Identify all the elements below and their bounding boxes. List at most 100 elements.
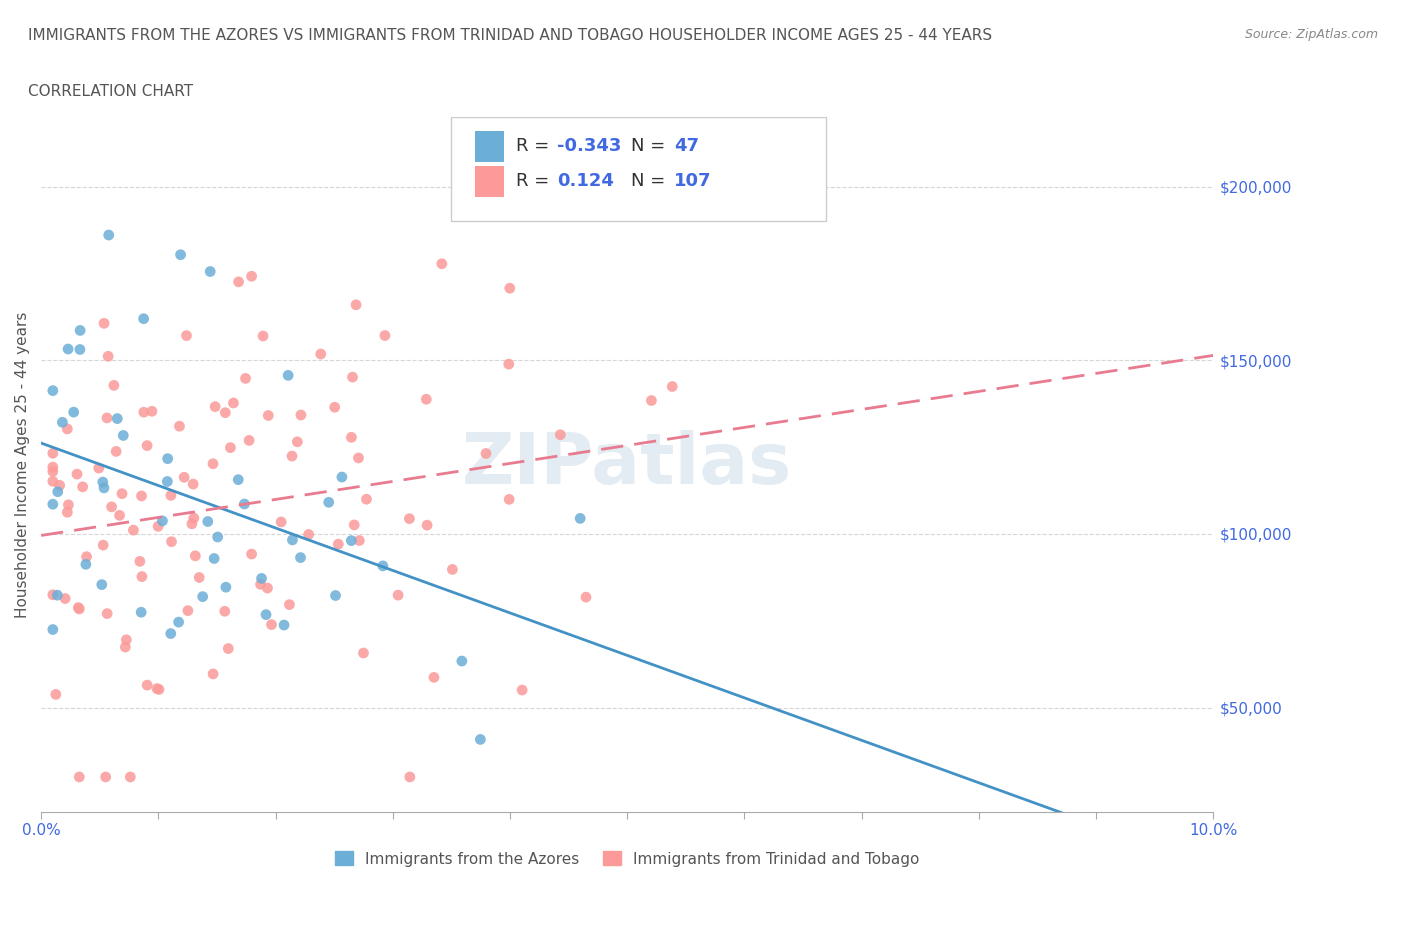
Point xyxy=(250,571,273,586)
Point xyxy=(156,451,179,466)
Point xyxy=(254,607,277,622)
Point xyxy=(290,407,312,422)
Point xyxy=(298,527,321,542)
Point xyxy=(240,547,263,562)
Point xyxy=(430,257,453,272)
Point xyxy=(470,732,492,747)
Point xyxy=(498,357,520,372)
Point xyxy=(661,379,683,394)
Point xyxy=(201,457,224,472)
Point xyxy=(214,405,236,420)
Point xyxy=(510,683,533,698)
Point xyxy=(207,529,229,544)
Point xyxy=(416,518,439,533)
Point xyxy=(226,472,249,487)
Text: 47: 47 xyxy=(673,138,699,155)
Point xyxy=(499,281,522,296)
Point xyxy=(215,579,238,594)
Point xyxy=(285,434,308,449)
Point xyxy=(640,393,662,408)
Point xyxy=(217,641,239,656)
Point xyxy=(249,577,271,591)
Text: -0.343: -0.343 xyxy=(557,138,621,155)
Point xyxy=(238,433,260,448)
Text: N =: N = xyxy=(631,172,671,190)
Point xyxy=(177,604,200,618)
Point xyxy=(128,554,150,569)
Text: Source: ZipAtlas.com: Source: ZipAtlas.com xyxy=(1244,28,1378,41)
FancyBboxPatch shape xyxy=(475,166,505,197)
Point xyxy=(328,537,350,551)
Point xyxy=(290,551,312,565)
Point xyxy=(96,410,118,425)
Point xyxy=(318,495,340,510)
Point xyxy=(45,687,67,702)
Point xyxy=(42,588,65,603)
Text: N =: N = xyxy=(631,138,671,155)
Legend: Immigrants from the Azores, Immigrants from Trinidad and Tobago: Immigrants from the Azores, Immigrants f… xyxy=(335,852,920,867)
FancyBboxPatch shape xyxy=(475,131,505,163)
Point xyxy=(441,562,464,577)
Point xyxy=(228,274,250,289)
Point xyxy=(90,578,112,592)
Point xyxy=(176,328,198,343)
Point xyxy=(200,264,222,279)
Point xyxy=(344,298,367,312)
Point xyxy=(66,467,89,482)
Point xyxy=(569,511,592,525)
Point xyxy=(167,615,190,630)
Point xyxy=(131,569,153,584)
Point xyxy=(87,460,110,475)
Point xyxy=(100,499,122,514)
Point xyxy=(67,600,90,615)
Point xyxy=(97,349,120,364)
Point xyxy=(450,654,472,669)
Point xyxy=(270,514,292,529)
Point xyxy=(56,341,79,356)
FancyBboxPatch shape xyxy=(451,117,827,221)
Point xyxy=(115,632,138,647)
Point xyxy=(330,470,353,485)
Point xyxy=(132,312,155,326)
Point xyxy=(398,512,420,526)
Text: 107: 107 xyxy=(673,172,711,190)
Point xyxy=(173,470,195,485)
Point xyxy=(132,405,155,419)
Point xyxy=(141,404,163,418)
Point xyxy=(191,590,214,604)
Point xyxy=(156,474,179,489)
Point xyxy=(146,519,169,534)
Point xyxy=(423,670,446,684)
Point xyxy=(240,269,263,284)
Point xyxy=(93,316,115,331)
Point xyxy=(169,247,191,262)
Point xyxy=(114,640,136,655)
Text: ZIPatlas: ZIPatlas xyxy=(463,430,792,499)
Point xyxy=(281,448,304,463)
Point xyxy=(160,534,183,549)
Point xyxy=(96,606,118,621)
Point xyxy=(353,645,375,660)
Point xyxy=(281,533,304,548)
Point xyxy=(371,558,394,573)
Point xyxy=(76,550,98,565)
Y-axis label: Householder Income Ages 25 - 44 years: Householder Income Ages 25 - 44 years xyxy=(15,312,30,618)
Point xyxy=(160,488,183,503)
Point xyxy=(356,492,378,507)
Point xyxy=(152,513,174,528)
Point xyxy=(93,481,115,496)
Point xyxy=(183,511,205,525)
Point xyxy=(235,371,257,386)
Point xyxy=(180,516,202,531)
Point xyxy=(58,498,80,512)
Point xyxy=(184,549,207,564)
Point xyxy=(387,588,409,603)
Point xyxy=(42,497,65,512)
Point xyxy=(69,323,91,338)
Point xyxy=(42,622,65,637)
Point xyxy=(219,440,242,455)
Point xyxy=(97,228,120,243)
Point xyxy=(94,769,117,784)
Point xyxy=(42,459,65,474)
Point xyxy=(56,505,79,520)
